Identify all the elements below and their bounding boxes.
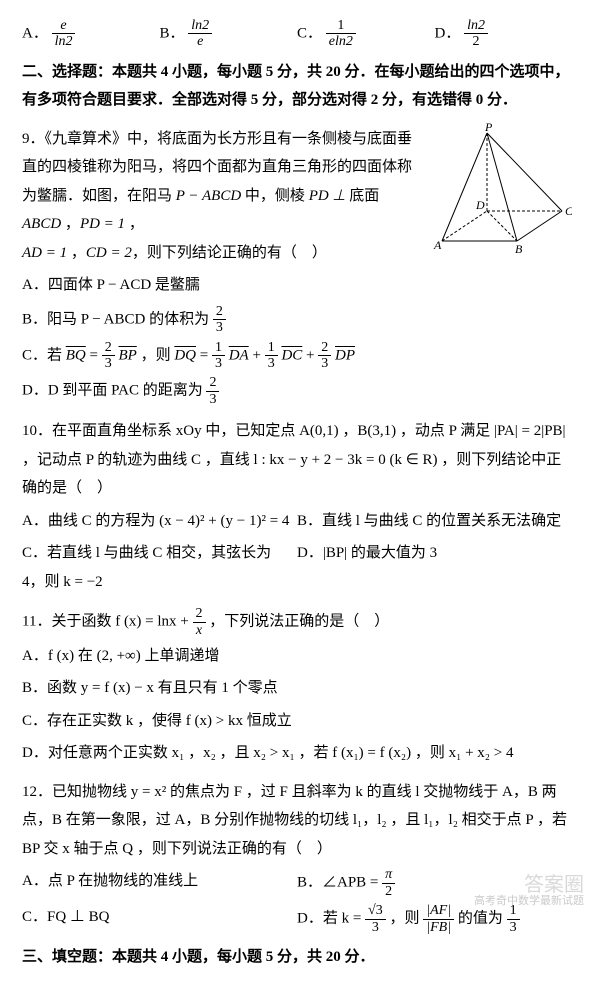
q11-optA: A．f (x) 在 (2, +∞) 上单调递增	[22, 642, 572, 671]
option-B: B． ln2e	[160, 18, 298, 50]
q11-optC: C．存在正实数 k ，使得 f (x) > kx 恒成立	[22, 707, 572, 736]
q12-stem: 12．已知抛物线 y = x² 的焦点为 F ，过 F 且斜率为 k 的直线 l…	[22, 778, 572, 864]
q12-optB: B．∠APB = π2	[297, 867, 572, 899]
opt-label: B．	[160, 25, 185, 41]
pyramid-figure: P A B C D	[422, 121, 572, 261]
q12-optC: C．FQ ⊥ BQ	[22, 903, 297, 935]
q10-optA: A．曲线 C 的方程为 (x − 4)² + (y − 1)² = 4	[22, 507, 297, 536]
q11-optD: D．对任意两个正实数 x₁ ，x₂ ，且 x₂ > x₁ ，若 f (x₁) =…	[22, 739, 572, 768]
q9-optC: C．若 BQ = 23 BP ，则 DQ = 13 DA + 13 DC + 2…	[22, 340, 572, 372]
opt-label: A．	[22, 25, 48, 41]
opt-label: C．	[297, 25, 322, 41]
q9-optA: A．四面体 P − ACD 是鳖臑	[22, 271, 572, 300]
svg-text:A: A	[433, 238, 442, 252]
section-2-title: 二、选择题：本题共 4 小题，每小题 5 分，共 20 分．在每小题给出的四个选…	[22, 58, 572, 115]
question-11: 11．关于函数 f (x) = lnx + 2x ，下列说法正确的是（ ） A．…	[22, 606, 572, 768]
svg-text:D: D	[475, 198, 485, 212]
q12-optD: D．若 k = √33 ，则 |AF||FB| 的值为 13	[297, 903, 572, 935]
option-C: C． 1eln2	[297, 18, 435, 50]
q10-optC: C．若直线 l 与曲线 C 相交，其弦长为 4，则 k = −2	[22, 539, 297, 596]
q10-optB: B．直线 l 与曲线 C 的位置关系无法确定	[297, 507, 572, 536]
opt-label: D．	[435, 25, 461, 41]
question-12: 12．已知抛物线 y = x² 的焦点为 F ，过 F 且斜率为 k 的直线 l…	[22, 778, 572, 935]
q10-stem: 10．在平面直角坐标系 xOy 中，已知定点 A(0,1) ，B(3,1) ，动…	[22, 417, 572, 503]
q9-optD: D．D 到平面 PAC 的距离为 23	[22, 375, 572, 407]
q9-optB: B．阳马 P − ABCD 的体积为 23	[22, 304, 572, 336]
svg-text:C: C	[565, 204, 572, 218]
q8-options: A． eln2 B． ln2e C． 1eln2 D． ln22	[22, 18, 572, 50]
svg-text:B: B	[515, 242, 523, 256]
question-10: 10．在平面直角坐标系 xOy 中，已知定点 A(0,1) ，B(3,1) ，动…	[22, 417, 572, 596]
q11-stem: 11．关于函数 f (x) = lnx + 2x ，下列说法正确的是（ ）	[22, 606, 572, 638]
option-A: A． eln2	[22, 18, 160, 50]
q10-optD: D．|BP| 的最大值为 3	[297, 539, 572, 596]
option-D: D． ln22	[435, 18, 573, 50]
section-3-title: 三、填空题：本题共 4 小题，每小题 5 分，共 20 分．	[22, 943, 572, 972]
q12-optA: A．点 P 在抛物线的准线上	[22, 867, 297, 899]
q11-optB: B．函数 y = f (x) − x 有且只有 1 个零点	[22, 674, 572, 703]
question-9: P A B C D 9．《九章算术》中，将底面为长方形且有一条侧棱与底面垂直的四…	[22, 125, 572, 407]
svg-text:P: P	[484, 121, 493, 134]
